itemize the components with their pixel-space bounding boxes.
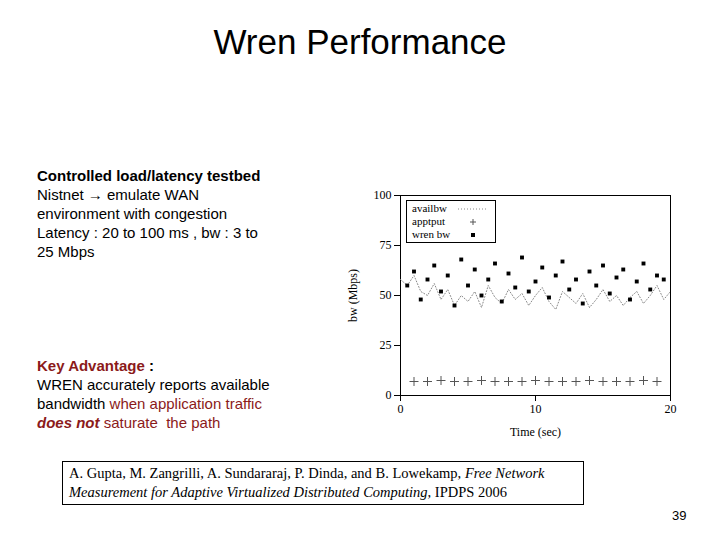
html-text:wren bw: wren bw [412, 228, 451, 240]
html-text:25 Mbps: 25 Mbps [37, 243, 95, 260]
svg-text:25: 25 [380, 338, 392, 352]
html-text:Latency : 20 to 100 ms , bw :: Latency : 20 to 100 ms , bw : 3 to [37, 224, 258, 241]
svg-text:100: 100 [374, 188, 392, 202]
html-text:does not saturate the path: does not saturate the path [37, 414, 221, 431]
html-text:availbw: availbw [412, 202, 447, 214]
svg-text:0: 0 [398, 402, 404, 416]
html-text:Controlled load/latency testbe: Controlled load/latency testbed [37, 167, 261, 184]
svg-text:0: 0 [386, 388, 392, 402]
html-text:WREN accurately reports availa: WREN accurately reports available [37, 376, 270, 393]
svg-text:75: 75 [380, 238, 392, 252]
html-text:bandwidth when application tra: bandwidth when application traffic [37, 395, 262, 412]
html-text:environment with congestion: environment with congestion [37, 205, 228, 222]
svg-text:50: 50 [380, 288, 392, 302]
html-text:A. Gupta, M. Zangrilli, A. Sun: A. Gupta, M. Zangrilli, A. Sundararaj, P… [69, 465, 545, 500]
svg-text:bw (Mbps): bw (Mbps) [346, 269, 360, 322]
html-text:Nistnet → emulate WAN: Nistnet → emulate WAN [37, 186, 199, 203]
html-text:Key Advantage:: Key Advantage: [37, 357, 154, 374]
svg-text:Time (sec): Time (sec) [510, 425, 561, 439]
html-text:apptput: apptput [412, 215, 445, 227]
html-text:Wren Performance: Wren Performance [213, 22, 507, 61]
svg-text:20: 20 [665, 402, 677, 416]
html-text:39: 39 [672, 508, 687, 523]
svg-text:10: 10 [530, 402, 542, 416]
